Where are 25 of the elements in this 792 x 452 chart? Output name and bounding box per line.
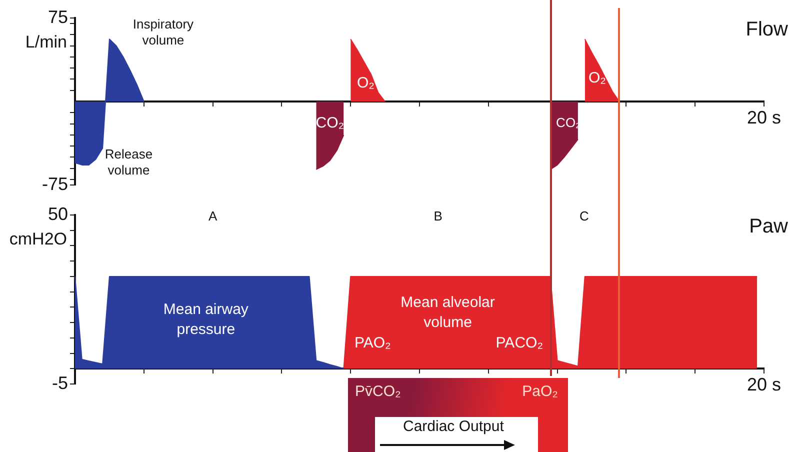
- annotation: O₂: [588, 69, 606, 86]
- annotation: C: [579, 208, 589, 224]
- annotation: Mean airway pressure: [163, 300, 249, 338]
- x-tick-label: 20 s: [746, 374, 782, 394]
- annotation: B: [434, 208, 442, 224]
- y-tick-label: -5: [52, 372, 68, 393]
- x-tick-label: 20 s: [746, 107, 782, 128]
- annotation: Inspiratory volume: [132, 16, 194, 48]
- annotation: Pv̄CO₂: [355, 383, 401, 400]
- chart-title: Paw: [749, 216, 789, 238]
- vessel-diagram: Pv̄CO₂ PaO₂ Cardiac Output: [348, 378, 568, 452]
- annotation: Release volume: [104, 146, 153, 178]
- y-tick-label: 50: [48, 204, 68, 224]
- annotation: Mean alveolar volume: [400, 294, 495, 332]
- annotation: PaO₂: [522, 383, 558, 400]
- y-tick-label: -75: [42, 174, 68, 194]
- annotation: O₂: [357, 74, 375, 92]
- y-axis-title: L/min: [25, 32, 67, 52]
- y-axis-title: cmH2O: [9, 230, 67, 249]
- annotation: PACO₂: [496, 334, 544, 352]
- y-tick-label: 75: [48, 6, 68, 27]
- annotation: CO₂: [316, 114, 344, 132]
- chart-title: Flow: [746, 18, 789, 41]
- annotation: A: [208, 208, 218, 224]
- annotation: PAO₂: [354, 334, 392, 352]
